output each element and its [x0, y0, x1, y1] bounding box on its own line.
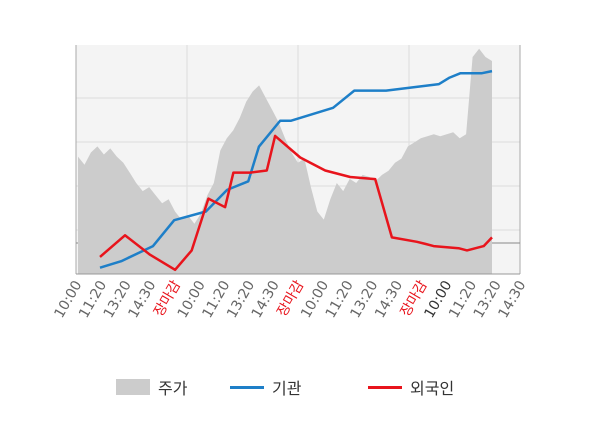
legend-item-price: 주가	[116, 372, 187, 402]
series-line-institution	[99, 69, 493, 269]
series-line-foreign	[99, 134, 493, 272]
legend-label-price: 주가	[158, 379, 188, 398]
legend-item-institution: 기관	[230, 372, 301, 402]
legend-swatch-institution	[230, 385, 264, 389]
legend-label-foreign: 외국인	[410, 379, 455, 398]
legend-item-foreign: 외국인	[368, 372, 454, 402]
legend-swatch-price	[116, 379, 150, 395]
price-area	[78, 48, 492, 274]
legend: 주가 기관 외국인	[0, 372, 600, 402]
legend-swatch-foreign	[368, 385, 402, 389]
series-lines	[99, 69, 493, 272]
legend-label-institution: 기관	[272, 379, 302, 398]
x-axis-ticks: 10:0011:2013:2014:30장마감10:0011:2013:2014…	[51, 278, 529, 321]
